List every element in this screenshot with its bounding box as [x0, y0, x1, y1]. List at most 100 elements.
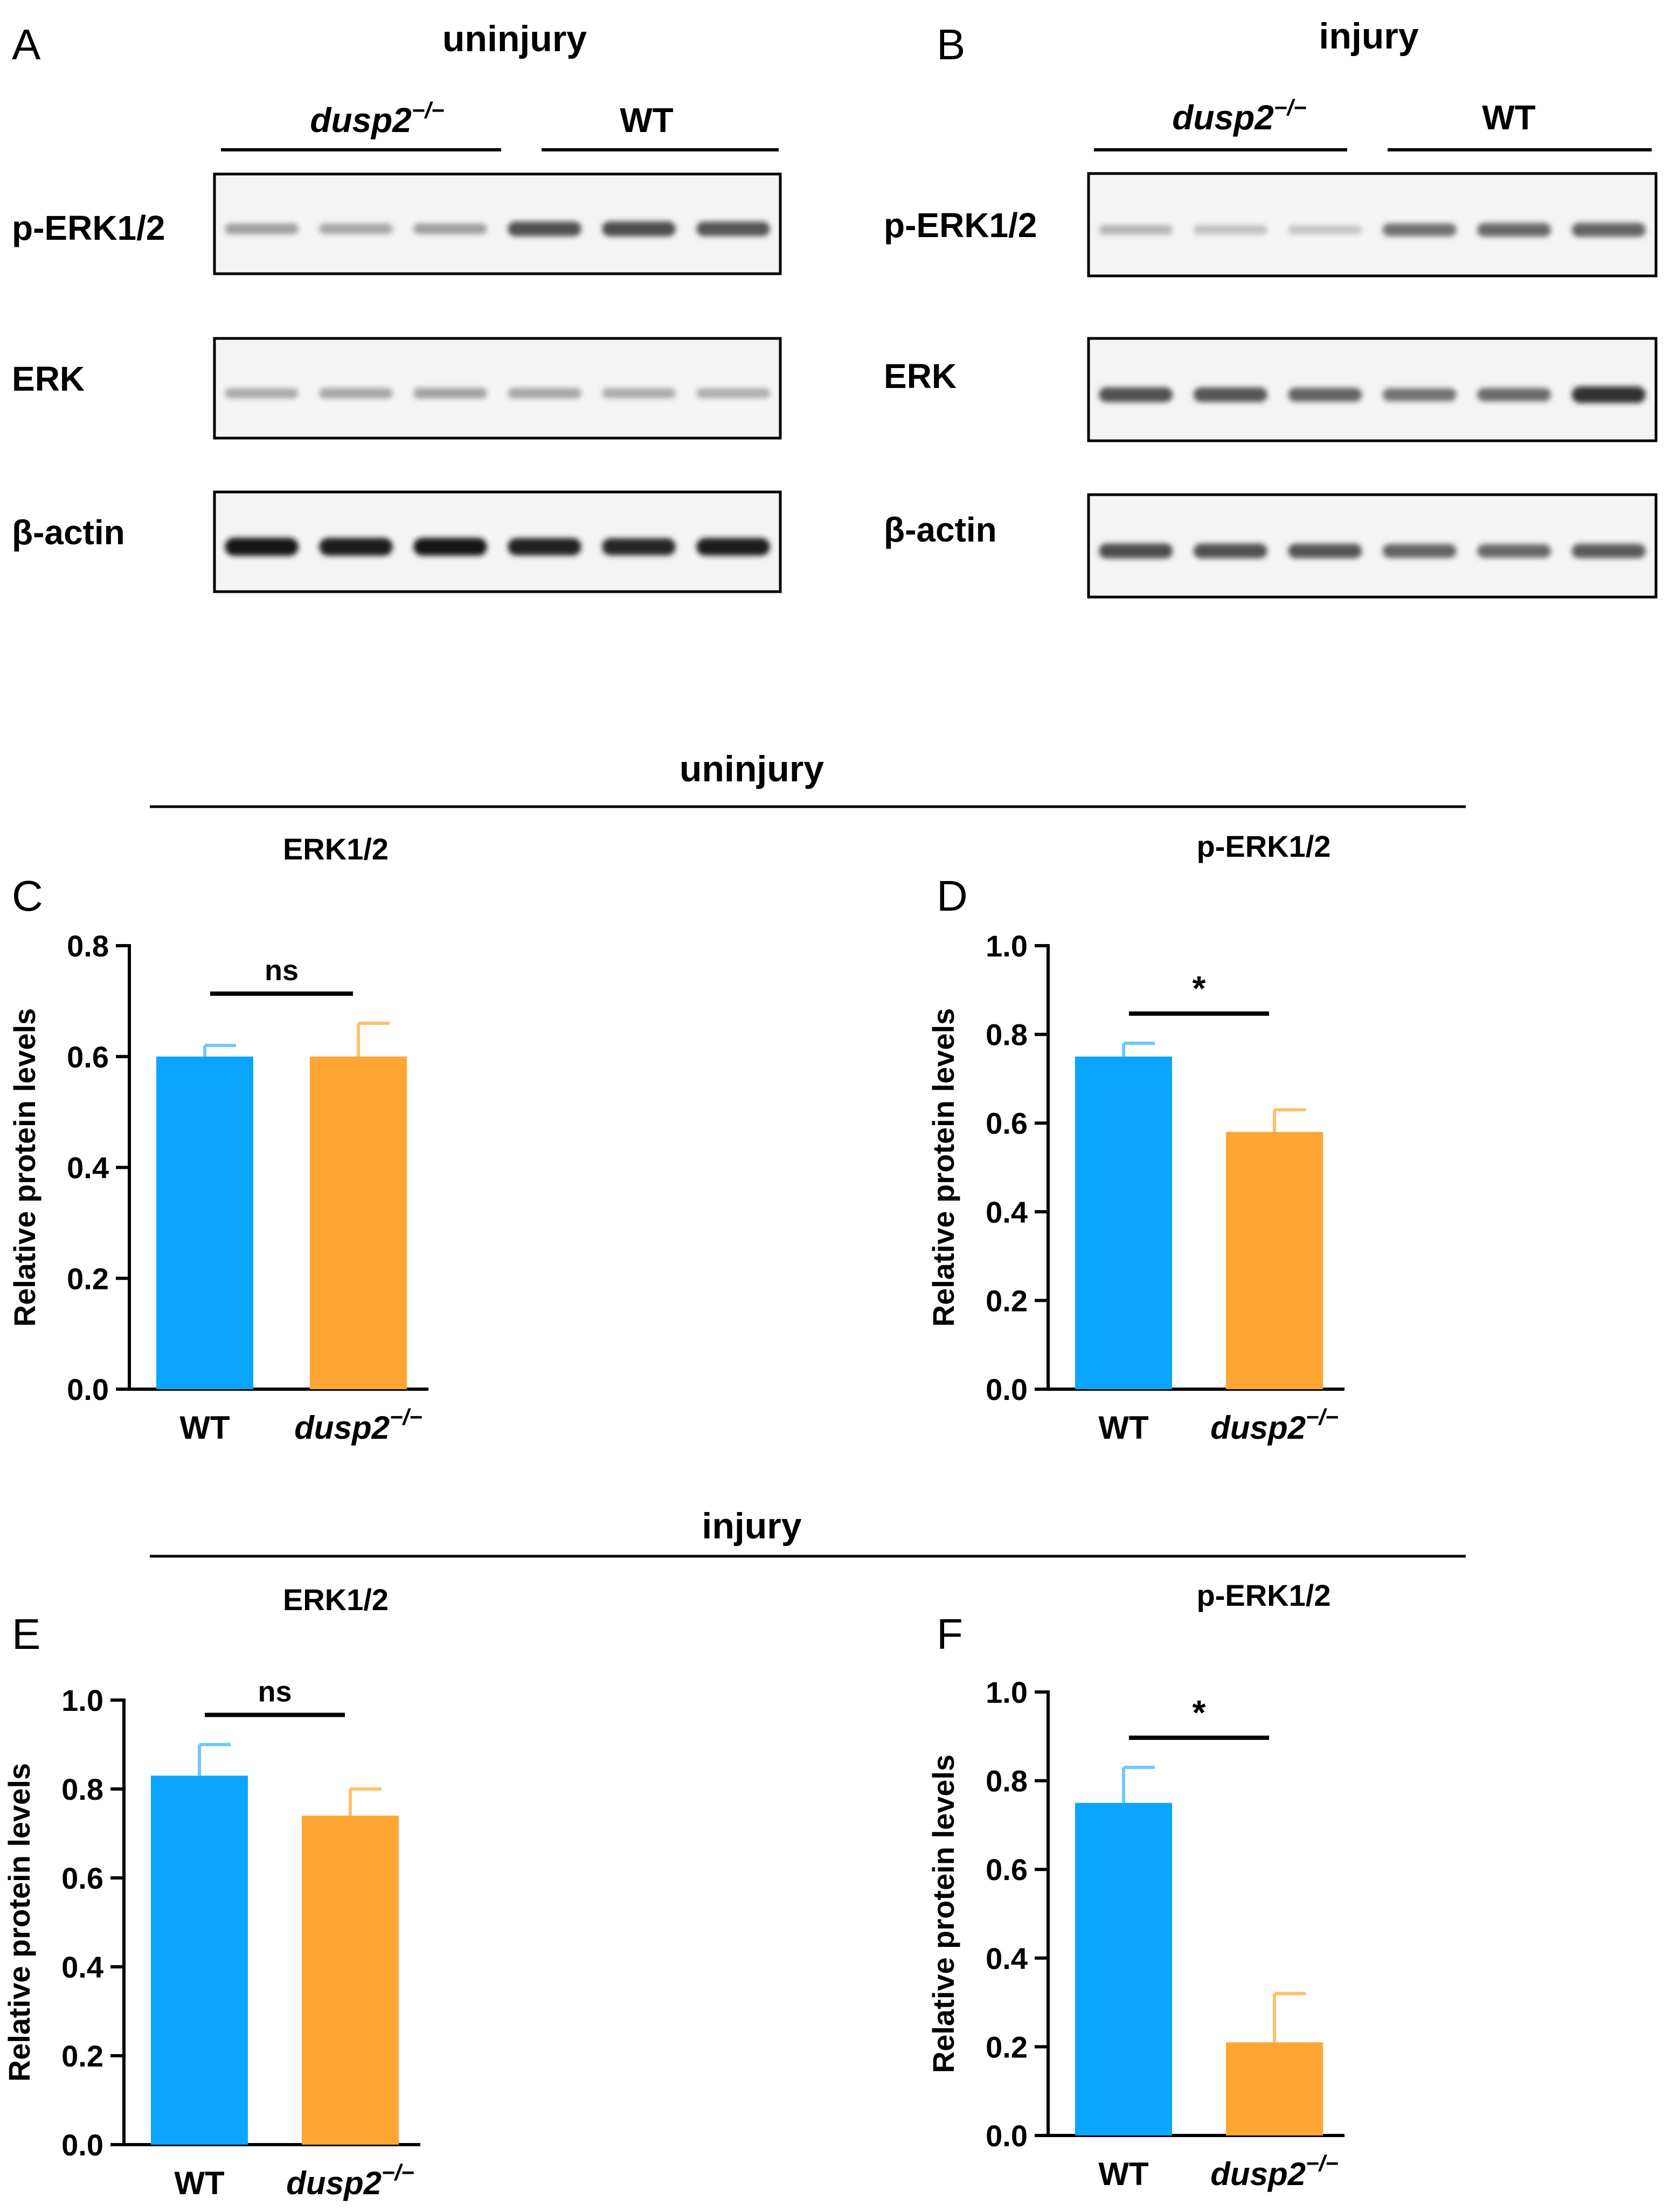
blot-a-strip [213, 490, 782, 593]
blot-panel-b: injury dusp2−/− WT p-ERK1/2 ERK β-actin [884, 16, 1658, 599]
blot-a-band [413, 223, 487, 234]
chart-d-bar [1075, 1056, 1172, 1389]
section-header-injury: injury [702, 1506, 801, 1547]
blot-b-band [1099, 543, 1173, 559]
blot-b-band [1288, 387, 1362, 402]
blot-b-row-label-p-erk: p-ERK1/2 [884, 206, 1037, 245]
chart-c-category-label: WT [179, 1410, 230, 1446]
chart-c-y-tick-label: 0.8 [67, 929, 109, 963]
blot-b-band [1193, 387, 1267, 402]
blot-b-title: injury [1319, 16, 1418, 57]
chart-f-bar [1226, 2042, 1323, 2135]
blot-a-band [602, 538, 676, 556]
chart-d-category-label: dusp2−/− [1210, 1404, 1338, 1446]
chart-c: ERK1/2 0.0 0.2 0.4 0.6 0.8 Relative protein le… [8, 832, 428, 1446]
blot-b-group-left: dusp2−/− [1172, 95, 1306, 137]
blot-a-band [696, 221, 770, 237]
blot-a-band [696, 388, 770, 398]
blot-a-band [225, 223, 299, 234]
blot-b-band [1477, 544, 1551, 558]
blot-b-row-label-actin: β-actin [884, 510, 997, 549]
chart-e-category-label: WT [174, 2165, 224, 2201]
blot-b-band [1571, 386, 1646, 403]
blot-b-strip [1087, 493, 1658, 599]
chart-d-y-tick-label: 0.6 [986, 1106, 1028, 1140]
chart-d-y-label: Relative protein levels [926, 1008, 960, 1327]
blot-b-band [1382, 223, 1457, 237]
chart-d-y-tick-label: 0.8 [986, 1018, 1028, 1052]
chart-d-y-tick-label: 0.4 [986, 1195, 1028, 1229]
chart-e-category-label: dusp2−/− [286, 2160, 414, 2201]
chart-f-y-tick-label: 0.8 [986, 1764, 1028, 1798]
blot-b-band [1382, 388, 1457, 401]
blot-a-band [319, 388, 393, 399]
blot-b-band [1382, 544, 1457, 558]
chart-f-title: p-ERK1/2 [1197, 1578, 1331, 1612]
chart-d-y-tick-label: 0.0 [986, 1372, 1028, 1406]
blot-a-band [602, 388, 676, 399]
blot-a-group-left: dusp2−/− [310, 98, 444, 140]
chart-f-category-label: dusp2−/− [1210, 2151, 1338, 2192]
blot-a-band [508, 538, 581, 556]
blot-a-title: uninjury [442, 18, 587, 59]
panel-letter-b: B [937, 20, 965, 68]
blot-b-band [1477, 388, 1551, 401]
chart-c-bar [310, 1056, 407, 1389]
chart-f-y-tick-label: 0.0 [986, 2119, 1028, 2153]
chart-e-y-tick-label: 0.4 [61, 1950, 103, 1984]
blot-a-band [508, 221, 581, 237]
chart-c-significance-label: ns [265, 954, 299, 987]
chart-f: p-ERK1/2 0.0 0.2 0.4 0.6 0.8 1.0 Relative prote… [926, 1578, 1345, 2192]
chart-e-y-label: Relative protein levels [2, 1763, 36, 2082]
blot-b-band [1288, 544, 1362, 558]
blot-a-row-label-erk: ERK [12, 359, 85, 398]
chart-f-y-tick-label: 1.0 [986, 1675, 1028, 1709]
chart-d-title: p-ERK1/2 [1197, 829, 1331, 863]
blot-b-strip [1087, 172, 1658, 278]
chart-d-bar [1226, 1132, 1323, 1389]
chart-e-significance-label: ns [258, 1676, 292, 1708]
blot-a-band [696, 538, 770, 556]
chart-f-bar [1075, 1802, 1172, 2135]
blot-b-band [1288, 225, 1362, 234]
chart-f-y-tick-label: 0.2 [986, 2030, 1028, 2064]
blot-a-strips [213, 172, 782, 593]
chart-c-y-tick-label: 0.0 [67, 1372, 109, 1406]
chart-f-y-tick-label: 0.6 [986, 1853, 1028, 1887]
blot-b-band [1571, 544, 1646, 558]
blot-a-band [602, 221, 676, 237]
blot-a-band [225, 537, 299, 556]
blot-panel-a: uninjury dusp2−/− WT p-ERK1/2 ERK β-acti… [12, 18, 782, 593]
chart-c-y-tick-label: 0.4 [67, 1151, 109, 1185]
chart-e-y-tick-label: 0.8 [61, 1772, 103, 1806]
blot-a-group-right: WT [620, 101, 674, 140]
blot-a-band [319, 538, 393, 556]
blot-a-band [508, 388, 581, 399]
blot-b-band [1571, 223, 1646, 237]
panel-letter-d: D [937, 872, 968, 920]
blot-b-band [1193, 543, 1267, 559]
chart-c-y-tick-label: 0.6 [67, 1040, 109, 1074]
blot-b-strip [1087, 337, 1658, 442]
blot-a-group-left-sup: −/− [412, 98, 445, 123]
blot-b-strips [1087, 172, 1658, 599]
panel-letter-f: F [937, 1610, 963, 1658]
chart-c-category-label: dusp2−/− [294, 1404, 422, 1446]
blot-b-band [1099, 387, 1173, 403]
chart-c-y-label: Relative protein levels [8, 1008, 41, 1327]
chart-d: p-ERK1/2 0.0 0.2 0.4 0.6 0.8 1.0 Relative prote… [926, 829, 1345, 1446]
chart-e-y-tick-label: 0.6 [61, 1861, 103, 1895]
blot-a-band [225, 388, 299, 399]
chart-d-significance-label: * [1193, 969, 1206, 1008]
blot-a-group-left-name: dusp2 [310, 101, 411, 140]
blot-b-band [1193, 225, 1267, 234]
blot-b-band [1477, 223, 1551, 237]
chart-f-y-label: Relative protein levels [926, 1755, 960, 2073]
section-header-uninjury: uninjury [680, 748, 824, 789]
blot-a-row-label-actin: β-actin [12, 513, 125, 552]
panel-letter-a: A [12, 20, 41, 68]
chart-f-category-label: WT [1098, 2156, 1148, 2192]
chart-e-title: ERK1/2 [283, 1583, 389, 1617]
chart-e: ERK1/2 0.0 0.2 0.4 0.6 0.8 1.0 Relative protein… [2, 1583, 420, 2201]
